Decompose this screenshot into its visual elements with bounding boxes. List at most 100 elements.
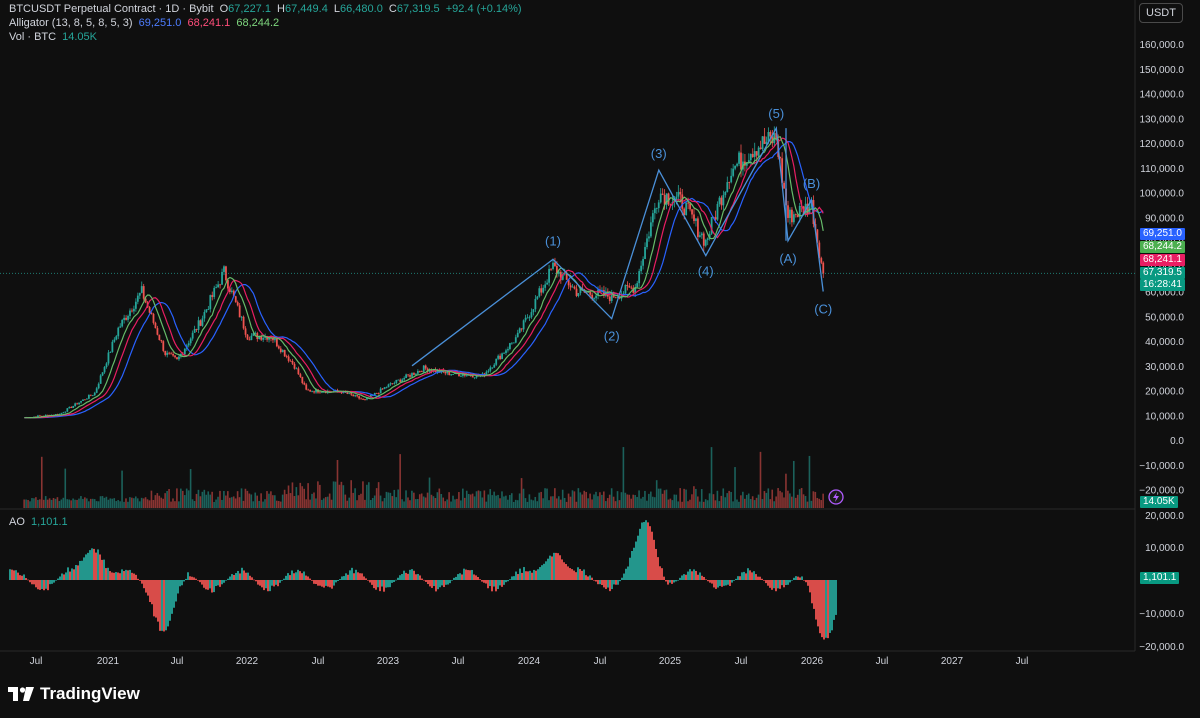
price-candle-body (532, 309, 535, 313)
elliott-wave-lines: (1) (2) (3) (4) (5) (A) (B) (C) (411, 106, 832, 367)
ao-bar (21, 575, 23, 580)
price-candle-body (465, 375, 468, 376)
volume-bar (505, 495, 507, 508)
price-candle-body (340, 391, 343, 394)
ao-legend[interactable]: AO 1,101.1 (9, 516, 71, 529)
ao-bar (87, 552, 89, 580)
ao-tag: 1,101.1 (1140, 572, 1180, 584)
price-candle-body (687, 202, 690, 204)
wave-label: (3) (651, 146, 667, 161)
ao-bar (515, 571, 517, 580)
price-candle-body (262, 337, 265, 340)
ao-bar (831, 580, 833, 631)
ao-bar (479, 579, 481, 580)
currency-button[interactable]: USDT (1139, 3, 1183, 23)
ao-bar (805, 580, 807, 583)
price-candle-body (129, 310, 131, 316)
volume-bar (463, 497, 466, 508)
volume-bar (548, 500, 550, 508)
volume-bar (191, 499, 194, 508)
ao-bar (273, 580, 275, 587)
price-candle-body (473, 377, 476, 379)
price-candle-body (460, 375, 462, 377)
volume-bar (52, 497, 55, 508)
ao-bar (349, 570, 351, 580)
ao-bar (341, 576, 343, 580)
price-candle-body (751, 153, 754, 157)
ao-bar (813, 580, 815, 609)
volume-bar (105, 496, 108, 508)
ao-bar (265, 580, 267, 589)
volume-bar (820, 500, 822, 508)
ao-bar (297, 569, 299, 580)
ao-bar (103, 559, 105, 580)
price-candle-body (189, 338, 192, 344)
price-candle-body (779, 156, 782, 159)
time-tick-label: 2021 (97, 656, 120, 667)
volume-bar (720, 495, 723, 508)
volume-bar (777, 488, 779, 508)
price-candle-body (291, 360, 294, 364)
price-candle-body (424, 365, 427, 369)
volume-bar (487, 494, 490, 508)
price-candle-body (626, 284, 629, 287)
ao-bar (611, 580, 613, 590)
price-candle-body (577, 293, 580, 296)
volume-bar (209, 494, 211, 508)
volume-bar (769, 499, 772, 508)
volume-bar (467, 494, 470, 508)
price-candle-body (661, 193, 664, 195)
time-tick-label: Jul (594, 656, 607, 667)
ao-bar (431, 580, 433, 588)
ao-bar (321, 580, 323, 587)
volume-bar (131, 497, 133, 508)
volume-bar (485, 501, 488, 508)
volume-bar (277, 500, 280, 508)
symbol-legend[interactable]: BTCUSDT Perpetual Contract · 1D · Bybit O6… (9, 3, 522, 15)
ao-bar (639, 528, 641, 580)
price-candle-body (44, 414, 47, 417)
ao-bar (747, 568, 749, 580)
volume-bar (144, 497, 147, 508)
ao-label: AO (9, 516, 25, 528)
ao-bar (535, 570, 537, 580)
price-candle-body (391, 383, 394, 385)
volume-legend[interactable]: Vol · BTC 14.05K (9, 31, 100, 44)
price-candle-body (663, 194, 666, 205)
ao-bar (101, 559, 103, 580)
price-candle-body (246, 334, 249, 340)
volume-bar (146, 499, 149, 508)
ao-bar (63, 574, 65, 580)
ao-bar (521, 572, 523, 580)
price-candle-body (399, 379, 402, 382)
volume-bar (321, 499, 323, 508)
ao-bar (319, 580, 321, 586)
tradingview-logo[interactable]: TradingView (8, 684, 140, 704)
price-candle-body (420, 371, 423, 372)
ao-bar (503, 580, 505, 585)
ao-bar (263, 580, 265, 591)
ao-bar (351, 567, 353, 580)
ao-bar (347, 574, 349, 580)
alligator-legend[interactable]: Alligator (13, 8, 5, 8, 5, 3) 69,251.0 6… (9, 17, 282, 30)
ao-bar (193, 577, 195, 580)
high-label: H (277, 3, 285, 15)
volume-bar (221, 499, 223, 508)
price-candle-body (39, 415, 41, 417)
ao-bar (583, 569, 585, 580)
volume-bar (309, 499, 311, 508)
ao-bar (533, 569, 535, 580)
ao-bar (699, 572, 701, 580)
price-candle-body (516, 332, 519, 338)
ao-bar (735, 578, 737, 580)
volume-bar (99, 496, 102, 508)
price-candle-body (346, 392, 349, 394)
volume-bar (599, 492, 601, 508)
ao-bar (559, 555, 561, 580)
volume-bar (638, 490, 640, 508)
price-candle-body (765, 141, 768, 144)
price-candle-body (101, 372, 104, 376)
ao-bar (83, 557, 85, 580)
